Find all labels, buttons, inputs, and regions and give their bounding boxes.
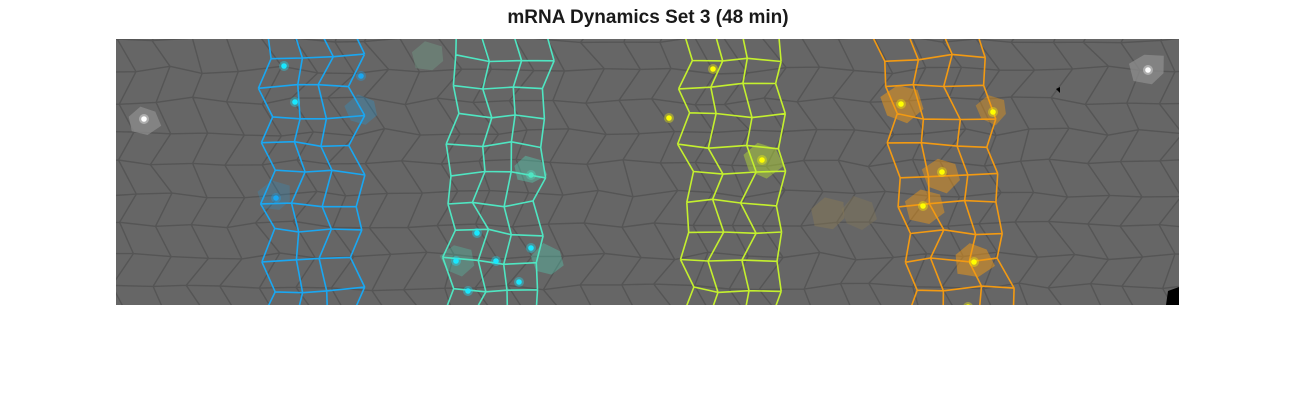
background-membranes bbox=[116, 39, 1179, 305]
spot-yellow bbox=[710, 66, 716, 72]
highlight-cell-blue-2 bbox=[257, 180, 290, 210]
stripe-teal bbox=[441, 39, 555, 305]
spot-cyan bbox=[516, 279, 522, 285]
spot-yellow bbox=[759, 157, 765, 163]
highlighted-cells bbox=[128, 41, 1164, 277]
cell-image-panel bbox=[116, 39, 1179, 305]
highlight-cell-orange-faint bbox=[811, 197, 845, 230]
spot-yellow bbox=[666, 115, 672, 121]
background-cell-mesh bbox=[116, 39, 1179, 305]
spot-yellow bbox=[990, 109, 996, 115]
highlight-cell-orange-2 bbox=[975, 95, 1006, 126]
spot-cyan bbox=[493, 258, 499, 264]
stripe-yellow-green bbox=[676, 39, 787, 305]
stripe-blue-membranes bbox=[257, 39, 366, 305]
stripe-orange bbox=[872, 39, 1015, 305]
expression-stripes bbox=[257, 39, 1015, 305]
spot-yellow bbox=[971, 259, 977, 265]
highlight-cell-teal-top bbox=[411, 41, 444, 71]
stripe-blue bbox=[257, 39, 366, 305]
spot-yellow bbox=[898, 101, 904, 107]
transcription-spots bbox=[139, 61, 1153, 305]
spot-white bbox=[141, 116, 147, 122]
spot-yellow bbox=[939, 169, 945, 175]
stripe-teal-membranes bbox=[441, 39, 555, 305]
spot-blue bbox=[358, 73, 364, 79]
figure-title: mRNA Dynamics Set 3 (48 min) bbox=[507, 7, 789, 28]
stripe-orange-membranes bbox=[872, 39, 1015, 305]
stripe-yellow-green-membranes bbox=[676, 39, 787, 305]
spot-cyan bbox=[528, 245, 534, 251]
edge-artifact bbox=[1166, 287, 1179, 305]
spot-cyan bbox=[465, 288, 471, 294]
edge-artifact-small bbox=[1056, 87, 1060, 93]
spot-teal bbox=[528, 172, 534, 178]
spot-yellow-glow bbox=[963, 302, 973, 305]
spot-cyan bbox=[281, 63, 287, 69]
highlight-cell-orange-faint-2 bbox=[841, 196, 877, 230]
spot-yellow bbox=[920, 203, 926, 209]
spot-cyan bbox=[474, 230, 480, 236]
spot-cyan bbox=[453, 258, 459, 264]
spot-yellow bbox=[966, 304, 970, 305]
spot-white bbox=[1145, 67, 1151, 73]
spot-cyan bbox=[292, 99, 298, 105]
spot-blue bbox=[273, 195, 279, 201]
cell-segmentation-image bbox=[116, 39, 1179, 305]
